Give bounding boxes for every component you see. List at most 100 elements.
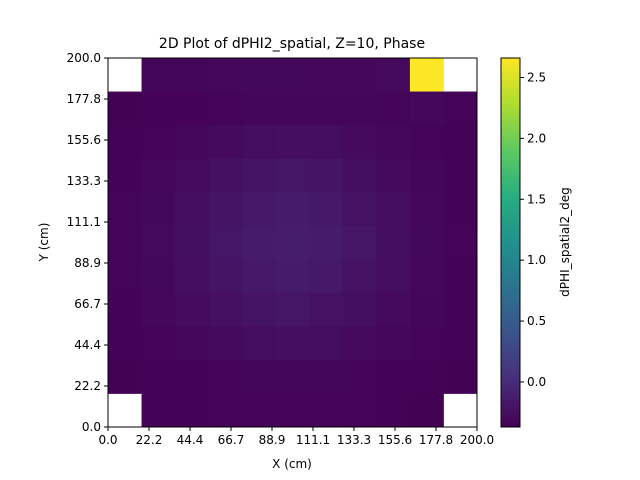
colorbar-tick-label: 0.0 bbox=[527, 375, 546, 389]
y-tick-label: 177.8 bbox=[67, 92, 101, 106]
colorbar-tick-label: 2.0 bbox=[527, 131, 546, 145]
y-tick-label: 133.3 bbox=[67, 174, 101, 188]
heatmap-cell bbox=[208, 393, 243, 428]
heatmap-cell bbox=[275, 393, 310, 428]
colorbar bbox=[500, 57, 521, 428]
heatmap-cell bbox=[275, 259, 310, 294]
heatmap-cell bbox=[443, 91, 478, 126]
heatmap-cell bbox=[208, 292, 243, 327]
heatmap-cell bbox=[342, 225, 377, 260]
heatmap-cell bbox=[242, 359, 277, 394]
heatmap-cell bbox=[275, 326, 310, 361]
heatmap-cell bbox=[376, 326, 411, 361]
heatmap-cell bbox=[409, 393, 444, 428]
heatmap-cell bbox=[242, 91, 277, 126]
heatmap-cell bbox=[108, 225, 142, 260]
heatmap-cell bbox=[208, 326, 243, 361]
heatmap-cell bbox=[108, 91, 142, 126]
heatmap-cell bbox=[275, 125, 310, 160]
x-axis-label: X (cm) bbox=[272, 457, 312, 471]
y-tick-label: 44.4 bbox=[74, 338, 101, 352]
y-tick-label: 22.2 bbox=[74, 379, 101, 393]
heatmap-cell bbox=[208, 125, 243, 160]
heatmap-cell bbox=[242, 259, 277, 294]
heatmap-cell bbox=[309, 359, 344, 394]
heatmap-cell bbox=[141, 158, 176, 193]
heatmap-cell bbox=[342, 393, 377, 428]
heatmap-cell bbox=[309, 259, 344, 294]
heatmap-cell bbox=[376, 192, 411, 227]
y-tick-label: 111.1 bbox=[67, 215, 101, 229]
heatmap-cell bbox=[443, 326, 478, 361]
heatmap-cell bbox=[376, 259, 411, 294]
heatmap-cell bbox=[409, 91, 444, 126]
heatmap-cell bbox=[175, 225, 210, 260]
heatmap-cell bbox=[175, 91, 210, 126]
heatmap-cell bbox=[376, 125, 411, 160]
heatmap-cell bbox=[409, 158, 444, 193]
heatmap-cell bbox=[242, 125, 277, 160]
heatmap-cell bbox=[175, 292, 210, 327]
heatmap-cell bbox=[108, 326, 142, 361]
heatmap-cell bbox=[443, 359, 478, 394]
heatmap-cell bbox=[108, 292, 142, 327]
heatmap-cell bbox=[208, 359, 243, 394]
x-axis-ticks: 0.0 22.2 44.4 66.7 88.9 111.1 133.3 155.6 177.8 2… bbox=[98, 427, 494, 447]
heatmap-cell bbox=[175, 259, 210, 294]
heatmap-cell bbox=[208, 158, 243, 193]
x-tick-label: 155.6 bbox=[378, 433, 412, 447]
heatmap-cell bbox=[409, 292, 444, 327]
heatmap-cell bbox=[342, 326, 377, 361]
plot-frame bbox=[107, 57, 478, 428]
heatmap-cell bbox=[275, 225, 310, 260]
x-tick-label: 111.1 bbox=[296, 433, 330, 447]
heatmap-cell bbox=[141, 292, 176, 327]
heatmap-cell bbox=[443, 158, 478, 193]
heatmap-cell bbox=[309, 158, 344, 193]
heatmap-cell bbox=[275, 192, 310, 227]
heatmap-cell bbox=[409, 192, 444, 227]
heatmap-cell bbox=[409, 326, 444, 361]
heatmap-cell bbox=[409, 225, 444, 260]
heatmap-cell bbox=[342, 125, 377, 160]
heatmap-cell bbox=[309, 58, 344, 92]
x-tick-label: 177.8 bbox=[419, 433, 453, 447]
heatmap-cell bbox=[443, 225, 478, 260]
heatmap-cell bbox=[175, 393, 210, 428]
colorbar-tick-label: 2.5 bbox=[527, 70, 546, 84]
y-tick-label: 0.0 bbox=[82, 420, 101, 434]
x-tick-label: 88.9 bbox=[259, 433, 286, 447]
heatmap-cell bbox=[309, 326, 344, 361]
heatmap-cell bbox=[275, 91, 310, 126]
heatmap-cell bbox=[208, 91, 243, 126]
heatmap-cell bbox=[108, 359, 142, 394]
heatmap-cell bbox=[141, 91, 176, 126]
heatmap-cell bbox=[342, 192, 377, 227]
heatmap-cell bbox=[175, 359, 210, 394]
y-tick-label: 155.6 bbox=[67, 133, 101, 147]
colorbar-tick-label: 0.5 bbox=[527, 314, 546, 328]
x-tick-label: 200.0 bbox=[460, 433, 494, 447]
heatmap-cell bbox=[175, 58, 210, 92]
heatmap-cell bbox=[242, 158, 277, 193]
y-axis-label: Y (cm) bbox=[37, 223, 51, 263]
heatmap-cell bbox=[141, 393, 176, 428]
x-tick-label: 0.0 bbox=[98, 433, 117, 447]
colorbar-ticks: 0.0 0.5 1.0 1.5 2.0 2.5 bbox=[520, 70, 546, 389]
heatmap-cell bbox=[409, 359, 444, 394]
y-tick-label: 66.7 bbox=[74, 297, 101, 311]
heatmap-cell bbox=[376, 225, 411, 260]
heatmap-cells bbox=[108, 58, 478, 428]
heatmap-cell bbox=[141, 259, 176, 294]
heatmap-cell bbox=[376, 91, 411, 126]
heatmap-cell bbox=[409, 58, 444, 92]
heatmap-cell bbox=[309, 91, 344, 126]
heatmap-cell bbox=[342, 58, 377, 92]
heatmap-cell bbox=[275, 58, 310, 92]
heatmap-cell bbox=[409, 125, 444, 160]
heatmap-cell bbox=[376, 158, 411, 193]
heatmap-cell bbox=[443, 292, 478, 327]
heatmap-cell bbox=[242, 225, 277, 260]
heatmap-cell bbox=[175, 158, 210, 193]
